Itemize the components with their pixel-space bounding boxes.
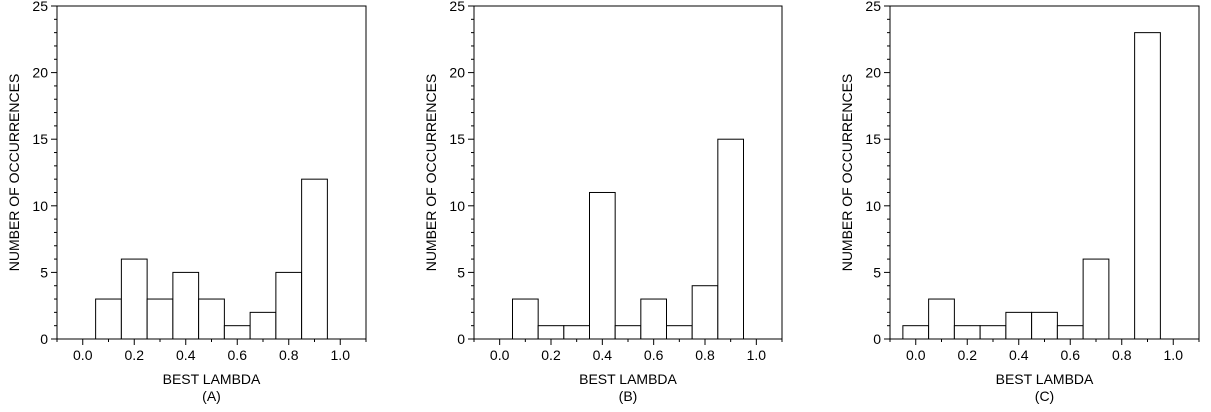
x-tick-label: 0.2	[125, 347, 145, 363]
histogram-bar	[902, 325, 930, 340]
y-axis-label: NUMBER OF OCCURRENCES	[6, 74, 22, 272]
y-tick-label: 25	[32, 0, 48, 14]
x-tick-label: 1.0	[1164, 347, 1184, 363]
y-tick-label: 10	[449, 198, 465, 214]
x-axis-label: BEST LAMBDA	[996, 371, 1094, 387]
histogram-bar	[537, 325, 565, 340]
x-tick-label: 1.0	[747, 347, 767, 363]
histogram-bar	[275, 271, 303, 340]
histogram-bar	[1082, 258, 1110, 340]
panel-caption: (C)	[1035, 388, 1054, 404]
x-tick-label: 0.6	[1061, 347, 1081, 363]
histogram-bar	[95, 298, 122, 340]
histogram-bar	[223, 325, 251, 340]
histogram-bar	[589, 191, 616, 340]
x-tick-label: 0.4	[1009, 347, 1029, 363]
histogram-panel-0: 0 5 10 15 20 25 0.0 0.2 0.4 0.6 0.8 1.0 BEST LAMBDA(…	[6, 0, 367, 404]
histogram-bar	[717, 138, 744, 340]
histogram-bar	[953, 325, 981, 340]
x-tick-label: 0.6	[644, 347, 664, 363]
y-axis-label: NUMBER OF OCCURRENCES	[423, 74, 439, 272]
y-tick-label: 15	[865, 131, 881, 147]
y-tick-label: 10	[32, 198, 48, 214]
y-tick-label: 25	[449, 0, 465, 14]
histogram-bar	[928, 298, 955, 340]
histogram-bar	[120, 258, 148, 340]
x-tick-label: 0.8	[279, 347, 299, 363]
histogram-bar	[249, 311, 277, 340]
histogram-bar	[666, 325, 693, 340]
histogram-bar	[198, 298, 225, 340]
x-tick-label: 0.2	[541, 347, 561, 363]
histogram-bar	[146, 298, 174, 340]
histogram-bar	[172, 271, 200, 340]
histogram-bar	[1134, 32, 1161, 340]
histogram-bar	[1056, 325, 1084, 340]
y-tick-label: 0	[40, 331, 48, 347]
y-axis-label: NUMBER OF OCCURRENCES	[839, 74, 855, 272]
histogram-bar	[301, 178, 328, 340]
y-tick-label: 0	[873, 331, 881, 347]
y-tick-label: 15	[449, 131, 465, 147]
x-tick-label: 0.0	[490, 347, 510, 363]
x-tick-label: 1.0	[331, 347, 351, 363]
x-axis-label: BEST LAMBDA	[579, 371, 677, 387]
x-tick-label: 0.8	[695, 347, 715, 363]
y-tick-label: 20	[449, 65, 465, 81]
y-tick-label: 15	[32, 131, 48, 147]
histogram-panel-2: 0 5 10 15 20 25 0.0 0.2 0.4 0.6 0.8 1.0 BEST LAMBDA(…	[839, 0, 1200, 404]
y-tick-label: 20	[32, 65, 48, 81]
panel-caption: (A)	[202, 388, 221, 404]
histogram-bar	[563, 325, 590, 340]
x-tick-label: 0.0	[73, 347, 93, 363]
histogram-bar	[640, 298, 667, 340]
x-tick-label: 0.4	[593, 347, 613, 363]
x-tick-label: 0.4	[176, 347, 196, 363]
y-tick-label: 10	[865, 198, 881, 214]
panel-caption: (B)	[619, 388, 638, 404]
histogram-bar	[614, 325, 642, 340]
x-tick-label: 0.0	[906, 347, 926, 363]
histogram-bar	[1031, 311, 1058, 340]
y-tick-label: 5	[873, 264, 881, 280]
x-axis-label: BEST LAMBDA	[163, 371, 261, 387]
y-tick-label: 5	[40, 264, 48, 280]
y-tick-label: 20	[865, 65, 881, 81]
y-tick-label: 0	[457, 331, 465, 347]
histogram-bar	[691, 285, 719, 340]
histogram-bar	[979, 325, 1007, 340]
histogram-bar	[1005, 311, 1033, 340]
y-tick-label: 5	[457, 264, 465, 280]
x-tick-label: 0.2	[958, 347, 978, 363]
histogram-panel-1: 0 5 10 15 20 25 0.0 0.2 0.4 0.6 0.8 1.0 BEST LAMBDA(…	[423, 0, 783, 404]
histogram-bar	[512, 298, 539, 340]
x-tick-label: 0.6	[228, 347, 248, 363]
y-tick-label: 25	[865, 0, 881, 14]
x-tick-label: 0.8	[1112, 347, 1132, 363]
